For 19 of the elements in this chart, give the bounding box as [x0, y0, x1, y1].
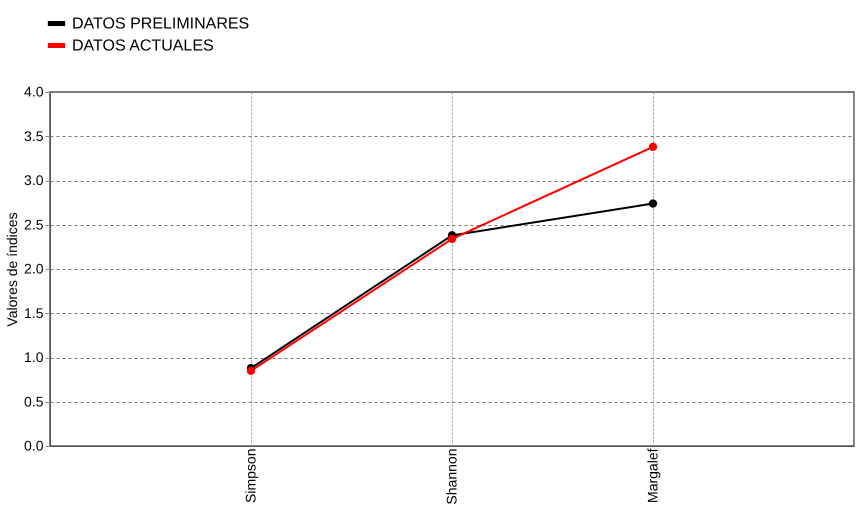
y-tick-label: 1.0 — [24, 349, 44, 365]
y-tick-label: 4.0 — [24, 84, 44, 100]
y-tick-label: 2.0 — [24, 260, 44, 276]
x-tick-label: Margalef — [644, 448, 660, 503]
x-tick-label: Simpson — [242, 448, 258, 503]
point — [246, 366, 256, 375]
y-tick-label: 0.0 — [24, 438, 44, 454]
y-axis-title: Valores de índices — [4, 212, 20, 327]
legend-label: DATOS PRELIMINARES — [72, 16, 250, 32]
x-tick-label: Shannon — [444, 448, 460, 505]
y-tick-label: 3.0 — [24, 172, 44, 188]
y-tick-label: 2.5 — [24, 216, 44, 232]
point — [648, 199, 658, 208]
y-tick-label: 3.5 — [24, 128, 44, 144]
point — [648, 142, 658, 152]
y-tick-label: 0.5 — [24, 393, 44, 410]
legend-label: DATOS ACTUALES — [72, 38, 214, 54]
y-tick-label: 1.5 — [24, 304, 44, 321]
point — [448, 234, 456, 244]
